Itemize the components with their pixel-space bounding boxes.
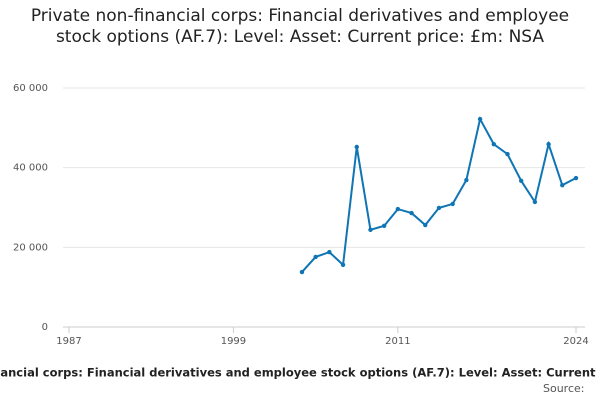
point bbox=[518, 178, 524, 184]
source: Source: bbox=[543, 382, 585, 395]
legend-label: Private non-financial corps: Financial d… bbox=[0, 366, 600, 380]
point bbox=[368, 227, 373, 233]
point bbox=[505, 151, 510, 157]
y-tick-label: 60 000 bbox=[13, 83, 48, 94]
point bbox=[327, 249, 332, 255]
x-tick-label: 2011 bbox=[385, 336, 410, 347]
x-tick-label: 1999 bbox=[221, 336, 246, 347]
point bbox=[477, 116, 483, 122]
point bbox=[491, 141, 496, 147]
y-tick-label: 20 000 bbox=[13, 242, 48, 253]
point bbox=[381, 223, 387, 229]
point bbox=[313, 254, 318, 260]
point bbox=[546, 141, 551, 147]
chart-title: Private non-financial corps: Financial d… bbox=[30, 6, 570, 47]
y-tick-label: 0 bbox=[42, 322, 48, 333]
point bbox=[299, 269, 305, 275]
point bbox=[436, 205, 442, 211]
x-tick-label: 2024 bbox=[563, 336, 588, 347]
point bbox=[340, 262, 346, 268]
point bbox=[532, 199, 538, 205]
point bbox=[573, 175, 579, 181]
line bbox=[301, 116, 577, 273]
point bbox=[409, 210, 414, 216]
point bbox=[464, 177, 469, 183]
point bbox=[395, 206, 401, 212]
point bbox=[354, 144, 359, 150]
x-tick-label: 1987 bbox=[56, 336, 81, 347]
point bbox=[450, 201, 455, 207]
point bbox=[423, 222, 428, 228]
y-tick-label: 40 000 bbox=[13, 163, 48, 174]
point bbox=[560, 182, 565, 188]
